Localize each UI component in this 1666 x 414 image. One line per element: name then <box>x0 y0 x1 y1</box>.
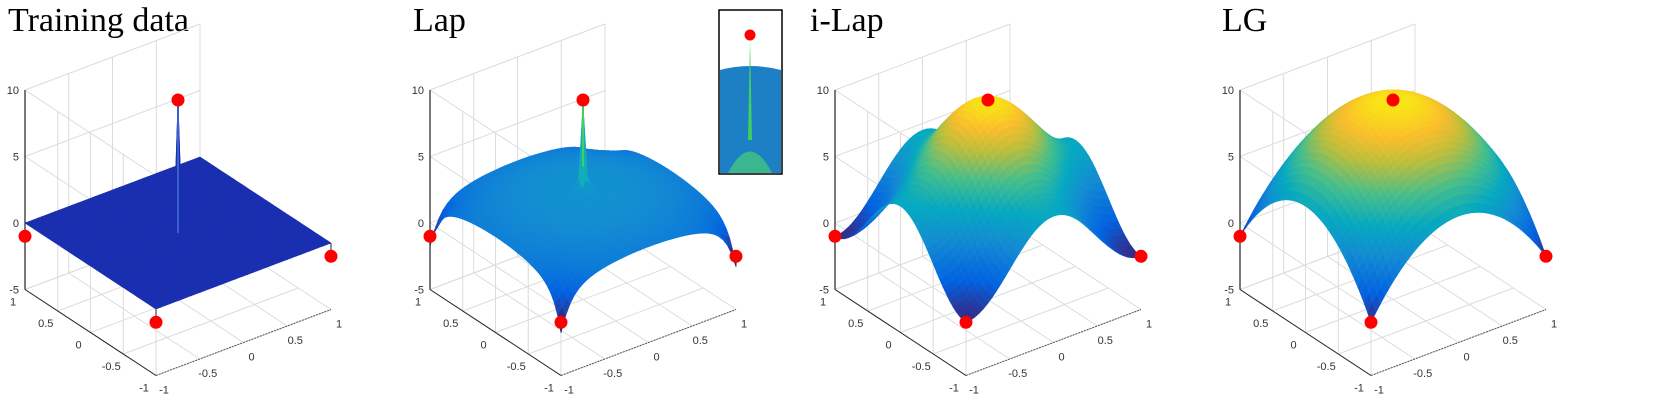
y-tick-label: 0 <box>75 340 81 352</box>
training-point <box>828 229 842 243</box>
x-tick-label: 1 <box>336 319 342 331</box>
panel-2: -5 0 5 10 -1 -0.5 0 0.5 1 -1 -0.5 0 0.5 1 <box>817 23 1152 397</box>
z-tick-label: 5 <box>418 152 424 164</box>
z-tick-label: 10 <box>817 85 829 97</box>
y-tick-label: -0.5 <box>507 361 526 373</box>
x-tick-label: 1 <box>1146 319 1152 331</box>
training-point <box>18 229 32 243</box>
inset-zoom <box>718 9 783 175</box>
x-tick-label: -1 <box>564 385 574 397</box>
training-point <box>171 93 185 107</box>
training-point <box>576 93 590 107</box>
y-tick-label: 1 <box>10 297 16 309</box>
y-tick-label: 1 <box>820 297 826 309</box>
z-tick-label: 0 <box>823 218 829 230</box>
panel-title-training: Training data <box>8 2 190 39</box>
x-tick-label: -1 <box>969 385 979 397</box>
training-point <box>981 93 995 107</box>
y-tick-label: -1 <box>949 383 959 395</box>
x-tick-label: 0 <box>653 352 659 364</box>
y-tick-label: -1 <box>139 383 149 395</box>
y-tick-label: 0 <box>480 340 486 352</box>
panel-title-lap: Lap <box>413 2 466 39</box>
z-tick-label: 0 <box>418 218 424 230</box>
training-point <box>729 249 743 263</box>
x-tick-label: -0.5 <box>198 368 217 380</box>
y-axis <box>24 289 157 376</box>
y-tick-label: 0.5 <box>38 318 53 330</box>
panel-0: -5 0 5 10 -1 -0.5 0 0.5 1 -1 -0.5 0 0.5 1 <box>7 23 342 397</box>
training-point <box>149 315 163 329</box>
x-tick-label: -0.5 <box>603 368 622 380</box>
x-tick-label: -0.5 <box>1008 368 1027 380</box>
y-tick-label: 0.5 <box>848 318 863 330</box>
x-tick-label: 0.5 <box>1098 335 1113 347</box>
x-tick-label: -1 <box>159 385 169 397</box>
grid-line <box>1414 223 1547 310</box>
x-tick-label: 0.5 <box>693 335 708 347</box>
y-tick-label: -0.5 <box>912 361 931 373</box>
z-tick-label: 0 <box>13 218 19 230</box>
training-point <box>554 315 568 329</box>
z-tick-label: 10 <box>412 85 424 97</box>
z-tick-label: 5 <box>823 152 829 164</box>
inset-training-point <box>744 29 756 41</box>
panel-title-ilap: i-Lap <box>810 2 884 39</box>
x-tick-label: 1 <box>741 319 747 331</box>
z-tick-label: -5 <box>414 285 424 297</box>
training-point <box>423 229 437 243</box>
z-tick-label: 10 <box>7 85 19 97</box>
x-axis <box>155 309 332 376</box>
training-point <box>324 249 338 263</box>
y-tick-label: -0.5 <box>102 361 121 373</box>
y-tick-label: 1 <box>415 297 421 309</box>
x-tick-label: 0.5 <box>288 335 303 347</box>
training-point <box>959 315 973 329</box>
z-tick-label: -5 <box>9 285 19 297</box>
panel-1: -5 0 5 10 -1 -0.5 0 0.5 1 -1 -0.5 0 0.5 1 <box>412 9 783 397</box>
panel-title-lg: LG <box>1222 2 1268 39</box>
y-tick-label: -1 <box>544 383 554 395</box>
y-tick-label: 0 <box>885 340 891 352</box>
y-tick-label: 0.5 <box>443 318 458 330</box>
x-tick-label: 0 <box>1058 352 1064 364</box>
x-tick-label: 0 <box>248 352 254 364</box>
z-tick-label: -5 <box>819 285 829 297</box>
training-point <box>1134 249 1148 263</box>
z-tick-label: 5 <box>13 152 19 164</box>
